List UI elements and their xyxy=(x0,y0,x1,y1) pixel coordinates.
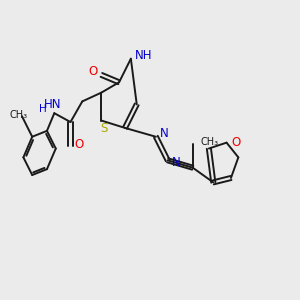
Text: O: O xyxy=(88,65,97,79)
Text: O: O xyxy=(74,139,83,152)
Text: N: N xyxy=(160,127,169,140)
Text: CH₃: CH₃ xyxy=(201,137,219,147)
Text: O: O xyxy=(231,136,241,148)
Text: H: H xyxy=(39,104,47,114)
Text: S: S xyxy=(101,122,108,135)
Text: NH: NH xyxy=(134,49,152,62)
Text: CH₃: CH₃ xyxy=(10,110,28,120)
Text: N: N xyxy=(172,156,181,169)
Text: HN: HN xyxy=(44,98,61,111)
